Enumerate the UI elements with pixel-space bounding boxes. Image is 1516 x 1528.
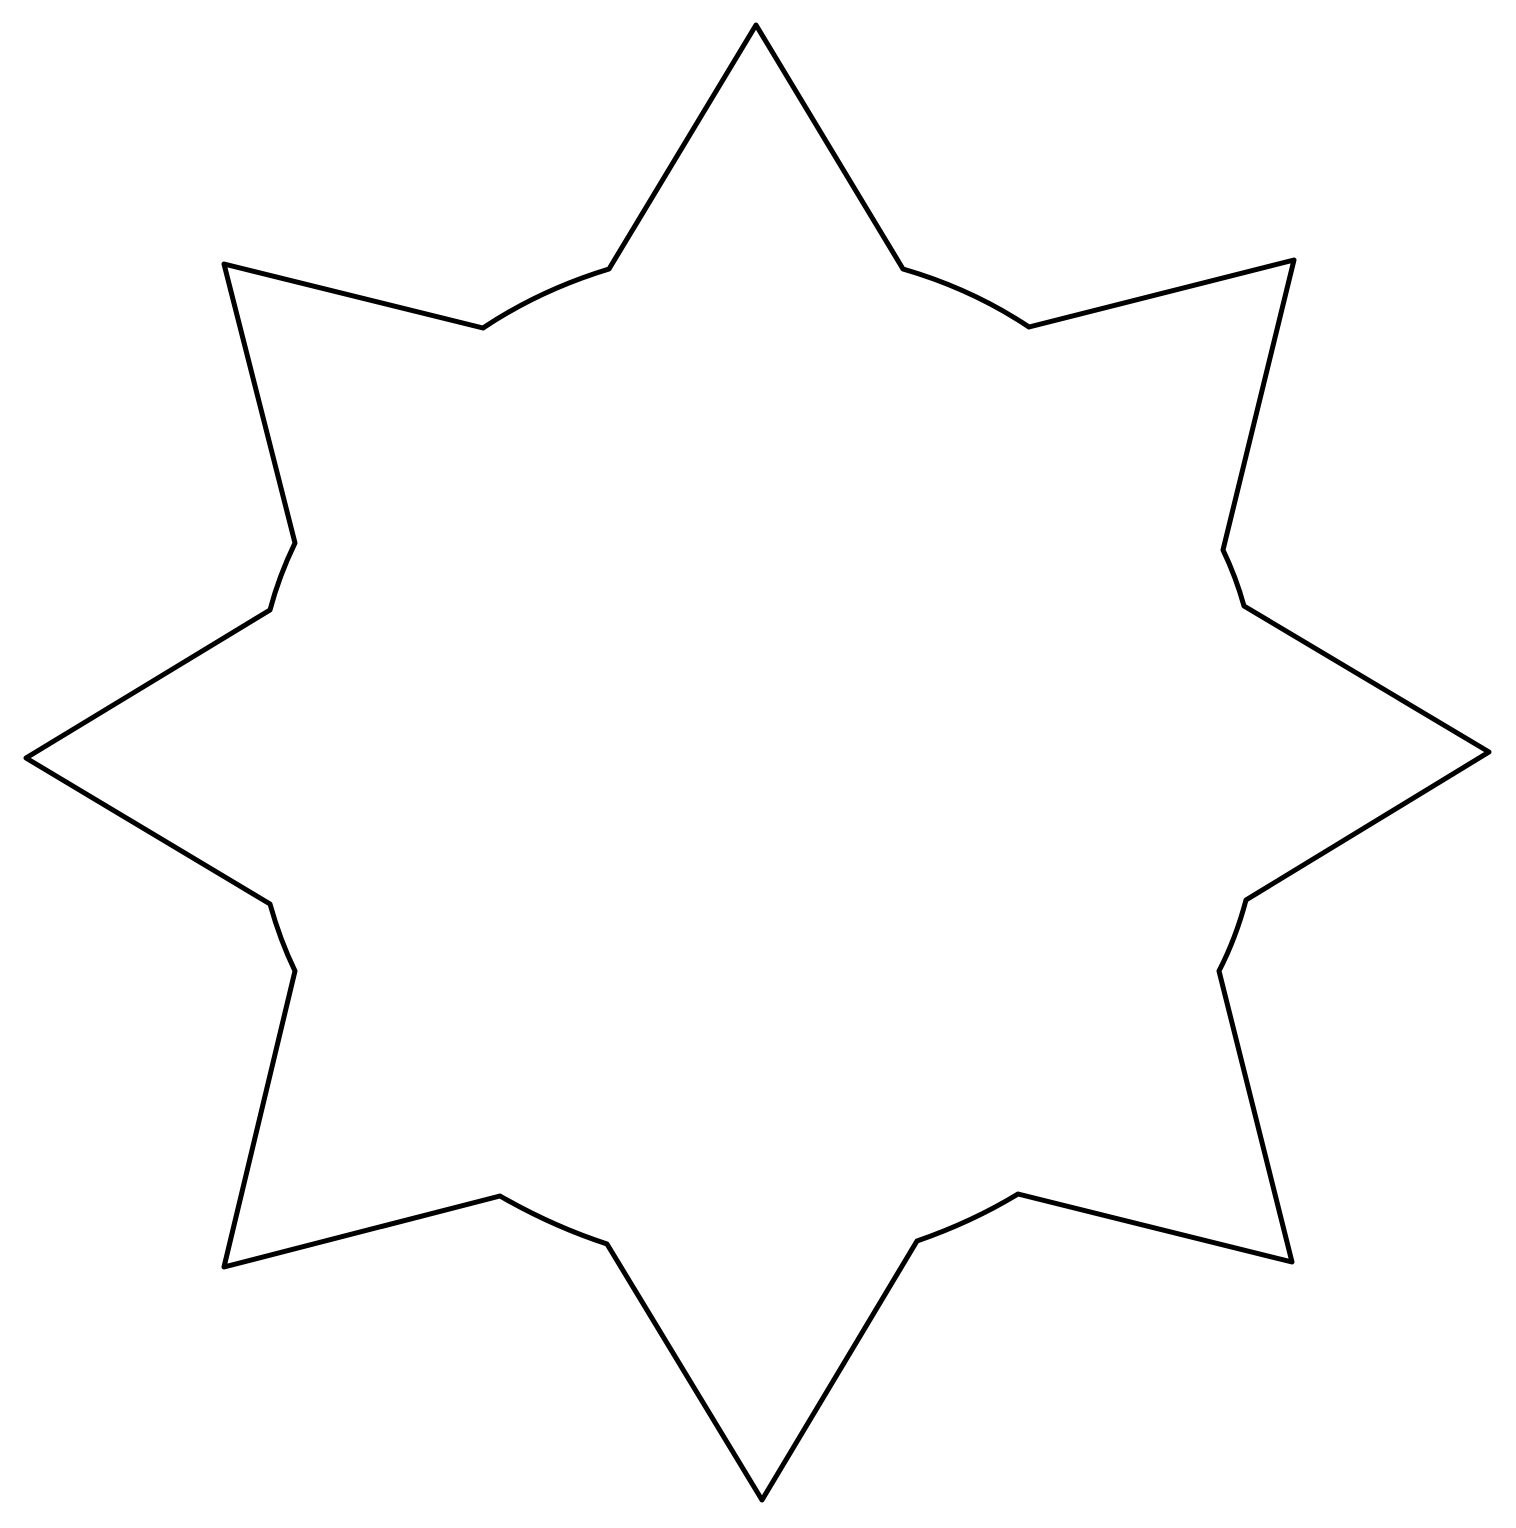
eight-pointed-star-outline	[23, 22, 1492, 1503]
